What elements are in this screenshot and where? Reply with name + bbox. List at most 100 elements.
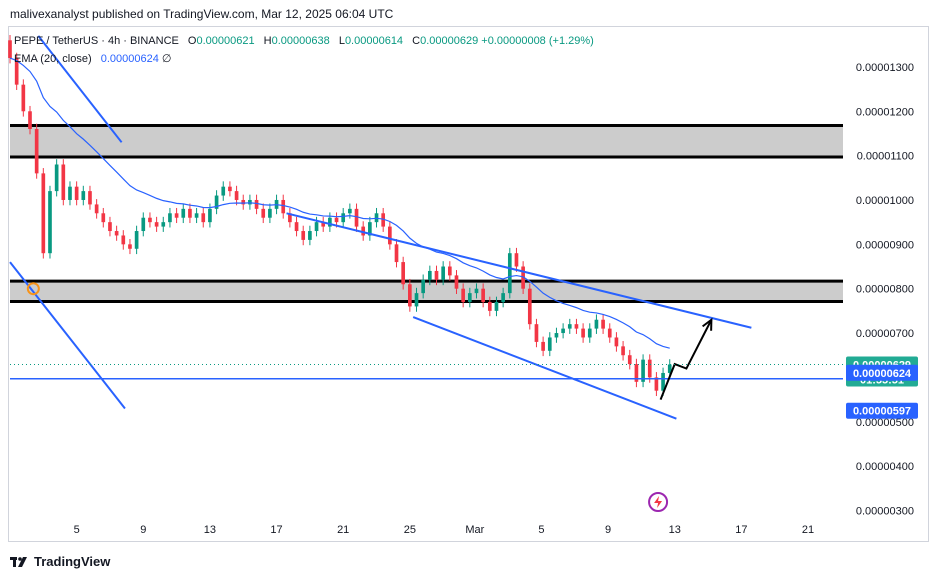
candle-body: [654, 377, 659, 391]
candle-body: [321, 222, 326, 227]
candle-body: [341, 213, 346, 223]
high-label: H: [263, 35, 272, 47]
candle: [521, 261, 525, 295]
ema-price-tag-bg: [846, 364, 918, 381]
candle: [301, 225, 306, 246]
candle: [134, 225, 139, 255]
candle-body: [41, 173, 46, 254]
candle-body: [101, 213, 106, 223]
candle: [461, 283, 465, 308]
candle-body: [288, 213, 292, 223]
trendline-3: [412, 316, 677, 420]
candle-body: [94, 204, 99, 214]
candle-body: [328, 217, 332, 227]
zone-1: [10, 281, 843, 302]
x-tick-label: 5: [538, 524, 544, 536]
candle: [401, 256, 406, 290]
candle: [501, 287, 505, 308]
candle: [561, 323, 565, 339]
candle-body: [254, 199, 259, 209]
candle: [394, 239, 399, 268]
candle-body: [461, 288, 465, 302]
candle: [368, 216, 372, 241]
candle: [221, 181, 226, 201]
candle: [381, 207, 386, 232]
candle-body: [148, 217, 152, 223]
symbol-legend: PEPE / TetherUS · 4h · BINANCE O0.000006…: [14, 35, 594, 47]
candle-body: [594, 319, 599, 329]
candle-body: [394, 244, 399, 263]
candle-body: [454, 275, 459, 289]
candle: [214, 190, 219, 215]
candle: [641, 354, 645, 388]
candle: [614, 332, 619, 352]
brand-name: TradingView: [34, 554, 111, 569]
ema-legend: EMA (20, close) 0.00000624 ∅: [14, 52, 171, 65]
candle: [121, 230, 126, 250]
candle: [68, 181, 72, 206]
candle-body: [421, 279, 426, 294]
candle: [421, 274, 426, 299]
candle: [414, 287, 419, 312]
candle: [128, 239, 132, 255]
candle-body: [487, 301, 492, 311]
candle: [427, 265, 432, 286]
x-tick-label: 17: [270, 524, 282, 536]
candle-body: [241, 199, 246, 205]
candle: [581, 323, 585, 343]
candle-body: [268, 208, 272, 218]
candle: [294, 216, 299, 237]
candle: [454, 270, 459, 295]
candle: [567, 318, 572, 334]
high-value: 0.00000638: [271, 35, 330, 47]
touch-marker: [26, 282, 40, 296]
candle: [361, 221, 366, 241]
flash-bolt-icon: [654, 496, 663, 508]
zone-0: [10, 125, 843, 157]
candle: [48, 185, 52, 259]
candle-body: [81, 191, 86, 200]
candle: [474, 283, 479, 299]
candle-body: [574, 324, 579, 329]
candle-body: [361, 226, 366, 236]
candle: [114, 225, 119, 241]
candle: [441, 261, 445, 286]
candle: [634, 358, 639, 388]
candle: [234, 185, 239, 206]
candle: [587, 323, 592, 343]
candle: [507, 247, 512, 299]
candle-body: [521, 266, 525, 289]
candle-body: [641, 359, 645, 382]
ema-label: EMA (20, close): [14, 53, 92, 65]
candle: [594, 314, 599, 334]
candle: [328, 212, 332, 232]
projection-arrowhead: [702, 317, 713, 331]
candle-body: [661, 372, 665, 391]
candle-body: [474, 288, 479, 294]
candle-body: [667, 364, 672, 373]
candle-body: [74, 186, 79, 200]
candle-body: [447, 266, 452, 276]
candle-body: [214, 195, 219, 209]
candle: [621, 341, 625, 361]
candle-body: [467, 293, 472, 302]
candle-body: [388, 226, 392, 245]
publisher-line: malivexanalyst published on TradingView.…: [10, 7, 394, 21]
candle-body: [134, 231, 139, 249]
candle-body: [234, 191, 239, 200]
candle-body: [161, 222, 166, 227]
close-value: 0.00000629: [420, 35, 479, 47]
candle: [494, 296, 499, 317]
candle: [281, 194, 286, 219]
candle-body: [607, 328, 612, 338]
candle: [94, 199, 99, 219]
candle-body: [261, 208, 266, 218]
low-value: 0.00000614: [344, 35, 404, 47]
candle: [21, 79, 26, 117]
candle-body: [414, 293, 419, 307]
candle: [74, 181, 79, 206]
candle: [308, 225, 312, 246]
tradingview-brand[interactable]: TradingView: [10, 554, 110, 569]
candle-body: [401, 262, 406, 285]
